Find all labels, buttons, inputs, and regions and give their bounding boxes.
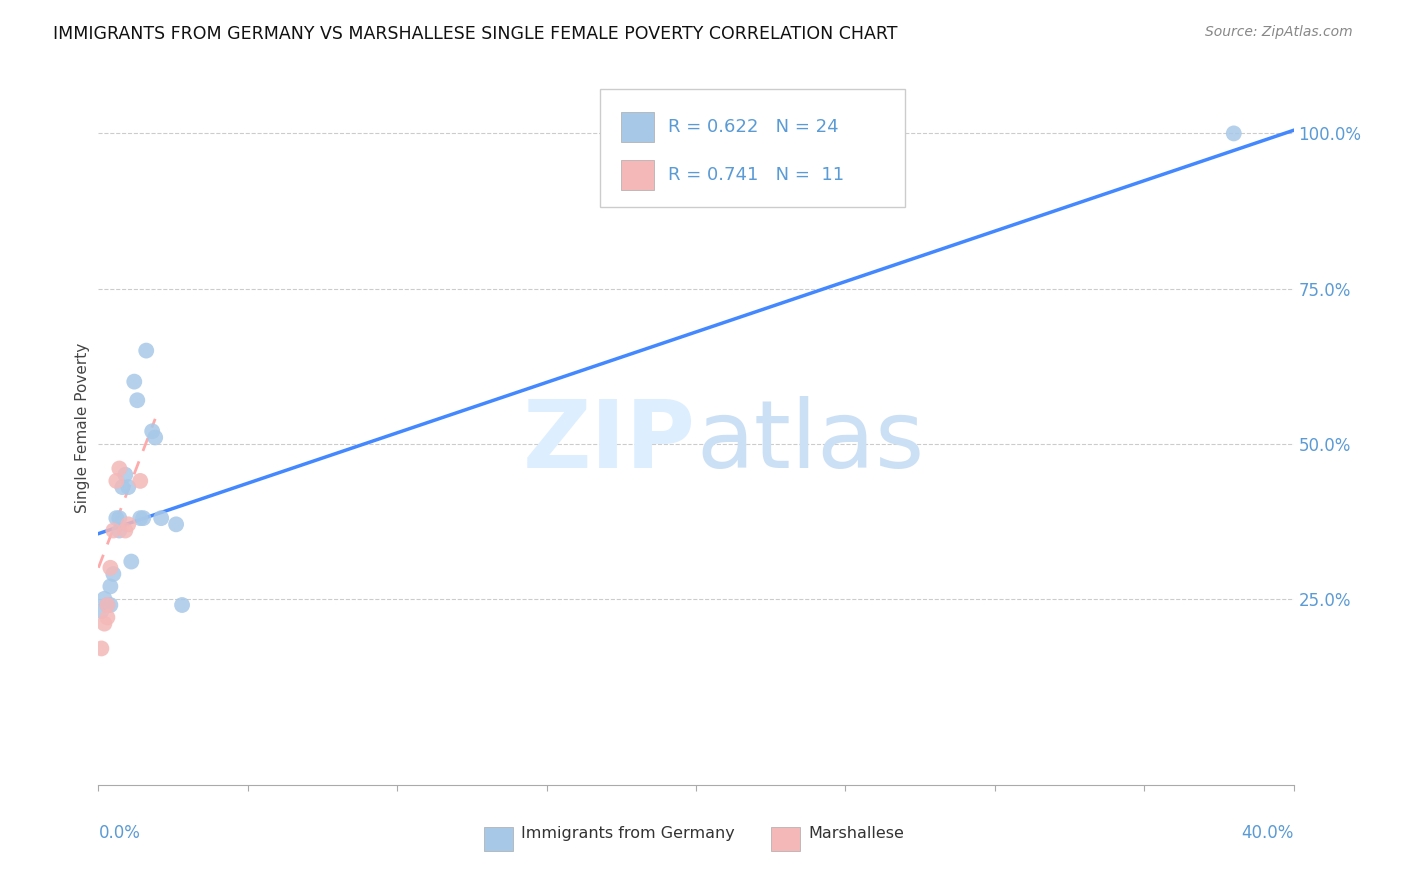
Point: [103, 524, 125, 538]
Point: [108, 524, 131, 538]
Text: IMMIGRANTS FROM GERMANY VS MARSHALLESE SINGLE FEMALE POVERTY CORRELATION CHART: IMMIGRANTS FROM GERMANY VS MARSHALLESE S…: [53, 25, 898, 43]
Point: [117, 480, 139, 494]
Text: R = 0.741   N =  11: R = 0.741 N = 11: [668, 166, 845, 184]
Text: Source: ZipAtlas.com: Source: ZipAtlas.com: [1205, 25, 1353, 39]
Point: [103, 566, 125, 581]
Point: [129, 474, 152, 488]
Point: [90, 641, 112, 656]
Text: 40.0%: 40.0%: [1241, 824, 1294, 842]
Point: [135, 343, 157, 358]
FancyBboxPatch shape: [600, 89, 905, 207]
Point: [124, 375, 146, 389]
Point: [150, 511, 173, 525]
Point: [90, 604, 112, 618]
Point: [105, 474, 128, 488]
Point: [93, 591, 115, 606]
Point: [141, 424, 163, 438]
Point: [108, 511, 131, 525]
Point: [172, 598, 194, 612]
Point: [129, 511, 152, 525]
Point: [132, 511, 155, 525]
Text: R = 0.622   N = 24: R = 0.622 N = 24: [668, 118, 839, 136]
Y-axis label: Single Female Poverty: Single Female Poverty: [75, 343, 90, 513]
Point: [127, 393, 149, 408]
Text: Marshallese: Marshallese: [808, 827, 904, 841]
Point: [98, 598, 122, 612]
Point: [114, 467, 136, 482]
Point: [1223, 127, 1246, 141]
Point: [117, 517, 139, 532]
Point: [114, 524, 136, 538]
Point: [93, 616, 115, 631]
Point: [98, 579, 122, 593]
Bar: [620, 160, 654, 190]
Point: [143, 430, 166, 444]
Point: [111, 480, 134, 494]
Point: [105, 511, 128, 525]
Point: [98, 561, 122, 575]
Point: [96, 598, 118, 612]
Bar: [620, 112, 654, 142]
Bar: [485, 827, 513, 851]
Point: [108, 461, 131, 475]
Point: [96, 610, 118, 624]
Bar: [772, 827, 800, 851]
Text: atlas: atlas: [696, 396, 924, 489]
Text: 0.0%: 0.0%: [98, 824, 141, 842]
Point: [165, 517, 187, 532]
Text: ZIP: ZIP: [523, 396, 696, 489]
Point: [120, 555, 142, 569]
Text: Immigrants from Germany: Immigrants from Germany: [522, 827, 735, 841]
Point: [96, 598, 118, 612]
